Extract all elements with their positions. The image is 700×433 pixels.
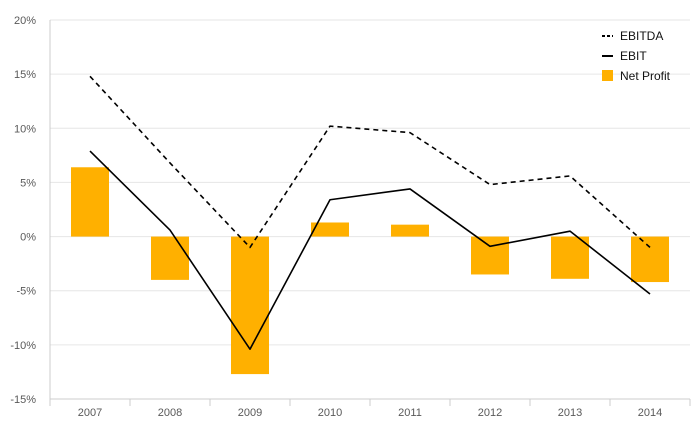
ebit-line — [89, 150, 651, 350]
x-tick-label: 2013 — [558, 407, 582, 419]
y-tick-label: -10% — [10, 340, 36, 352]
y-tick-label: 5% — [20, 177, 36, 189]
line-series — [89, 75, 651, 350]
gridlines — [50, 19, 690, 346]
x-tick-label: 2011 — [398, 407, 422, 419]
y-tick-label: 0% — [20, 232, 36, 244]
net-profit-bar — [151, 236, 189, 280]
axes: 20% 15% 10% 5% 0% -5% -10% -15% 2007 2008 2009 2010… — [10, 15, 691, 419]
x-tick-label: 2010 — [318, 407, 342, 419]
x-tick-label: 2012 — [478, 407, 502, 419]
y-tick-label: 10% — [14, 123, 36, 135]
net-profit-bars — [71, 167, 669, 375]
legend-label: Net Profit — [620, 69, 671, 83]
y-tick-label: -15% — [10, 394, 36, 406]
net-profit-bar — [391, 224, 429, 237]
net-profit-bar — [311, 222, 349, 237]
net-profit-bar — [551, 236, 589, 279]
x-tick-label: 2008 — [158, 407, 182, 419]
net-profit-bar — [631, 236, 669, 283]
net-profit-bar — [231, 236, 269, 375]
legend-label: EBIT — [620, 49, 647, 63]
legend: EBITDA EBIT Net Profit — [602, 29, 671, 83]
legend-swatch-net-profit — [602, 70, 613, 81]
ebitda-line — [89, 75, 651, 249]
x-tick-label: 2007 — [78, 407, 102, 419]
y-tick-label: 15% — [14, 69, 36, 81]
x-tick-label: 2009 — [238, 407, 262, 419]
y-tick-label: -5% — [16, 286, 36, 298]
net-profit-bar — [471, 236, 509, 275]
x-tick-label: 2014 — [638, 407, 662, 419]
legend-label: EBITDA — [620, 29, 663, 43]
net-profit-bar — [71, 167, 109, 237]
y-tick-label: 20% — [14, 15, 36, 27]
